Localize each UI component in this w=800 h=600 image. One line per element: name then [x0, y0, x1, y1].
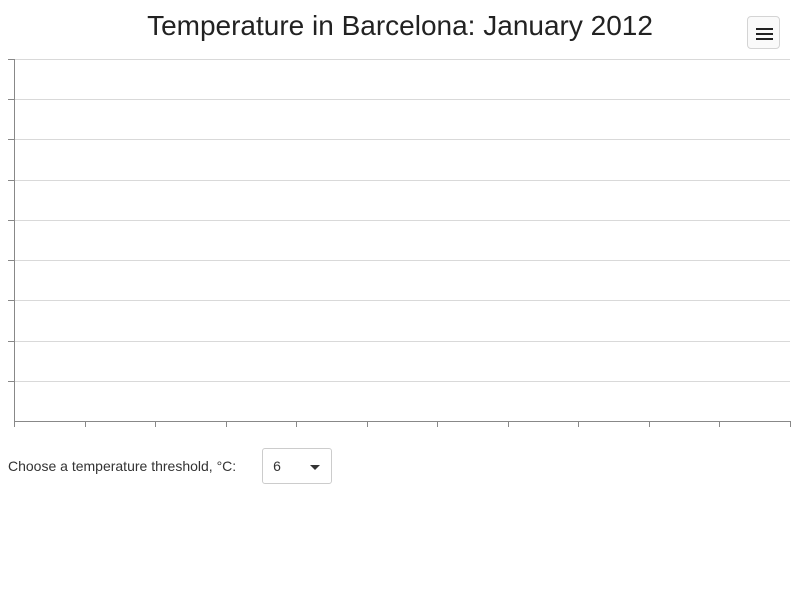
threshold-label: Choose a temperature threshold, °C:: [8, 458, 237, 474]
menu-icon-bar: [756, 28, 773, 30]
menu-icon-bar: [756, 38, 773, 40]
threshold-controls: Choose a temperature threshold, °C: 6: [8, 448, 333, 484]
threshold-select[interactable]: 6: [262, 448, 333, 484]
chart-title: Temperature in Barcelona: January 2012: [147, 10, 653, 41]
chart-plot: [8, 59, 791, 427]
chart-menu-button[interactable]: [747, 16, 780, 49]
threshold-selected-value: 6: [273, 458, 281, 474]
menu-icon-bar: [756, 33, 773, 35]
caret-down-icon: [310, 465, 321, 470]
